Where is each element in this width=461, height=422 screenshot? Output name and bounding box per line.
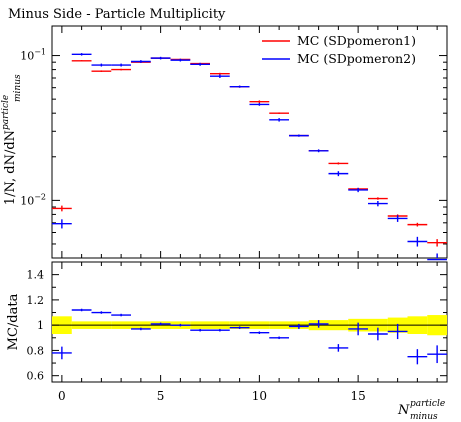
ratio-series-2-point (170, 323, 191, 327)
series-2-point (210, 74, 230, 78)
ratio-series-2-point (150, 322, 171, 326)
ratio-series-2-point (190, 328, 210, 332)
svg-text:1/N, dN/dNparticle: 1/N, dN/dNparticle (1, 95, 18, 205)
ratio-series-2-point (91, 311, 112, 314)
legend-entry-series-2: MC (SDpomeron2) (262, 51, 416, 66)
ratio-series-2-point (328, 344, 349, 352)
ratio-series-2-point (387, 323, 408, 340)
ratio-y-axis-label: MC/data (6, 293, 21, 350)
x-axis-label: N particle minus (397, 399, 445, 422)
series-1-point (407, 222, 428, 227)
series-2-point (190, 62, 210, 66)
main-y-tick-label: 10−2 (20, 192, 46, 207)
legend: MC (SDpomeron1) MC (SDpomeron2) (262, 33, 416, 66)
series-2-point (308, 149, 329, 153)
ratio-series-2-point (229, 326, 250, 329)
svg-text:MC (SDpomeron1): MC (SDpomeron1) (297, 33, 416, 48)
ratio-y-tick-label: 1 (37, 319, 44, 332)
ratio-y-tick-label: 1.2 (27, 294, 45, 307)
series-2-point (91, 63, 112, 67)
series-1-point (249, 100, 270, 104)
main-plot-series (52, 53, 447, 261)
series-2-point (289, 134, 309, 137)
series-2-point (52, 219, 72, 229)
ratio-series-2-point (289, 323, 309, 329)
ratio-series-2-point (71, 308, 92, 312)
x-tick-label: 15 (350, 389, 365, 403)
series-2-point (71, 53, 92, 56)
ratio-series-2-point (210, 328, 230, 332)
ratio-series-2-point (348, 322, 368, 336)
series-1-point (71, 60, 92, 62)
series-1-point (210, 72, 230, 75)
series-2-point (269, 118, 289, 122)
ratio-plot-series (52, 308, 447, 365)
series-2-point (427, 253, 447, 261)
series-1-point (91, 70, 112, 72)
svg-text:N: N (397, 403, 410, 418)
ratio-y-tick-label: 1.4 (27, 269, 45, 282)
series-2-point (387, 215, 408, 222)
series-1-point (269, 112, 289, 114)
legend-entry-series-1: MC (SDpomeron1) (262, 33, 416, 48)
series-1-point (328, 162, 349, 165)
series-2-point (368, 201, 388, 207)
series-2-point (111, 63, 131, 67)
main-y-axis-label: 1/N, dN/dNparticle minus (1, 74, 23, 205)
series-1-point (427, 239, 447, 247)
series-1-point (52, 205, 72, 212)
ratio-series-2-point (111, 313, 131, 317)
svg-text:minus: minus (410, 412, 438, 422)
ratio-plot-ticks: 0 5 10 15 0.6 0.8 1 1.2 1.4 (27, 262, 447, 403)
ratio-series-2-point (249, 331, 270, 334)
ratio-y-tick-label: 0.6 (27, 370, 45, 383)
x-tick-label: 5 (157, 389, 165, 403)
ratio-y-tick-label: 0.8 (27, 344, 45, 357)
ratio-series-2-point (269, 336, 289, 340)
data-uncertainty-band (52, 315, 447, 336)
svg-text:minus: minus (13, 74, 23, 102)
series-2-point (131, 60, 151, 63)
series-2-point (170, 58, 191, 62)
ratio-series-2-point (308, 320, 329, 328)
series-2-point (348, 187, 368, 193)
main-plot-ticks: 10−2 10−1 (20, 26, 447, 259)
series-2-point (328, 171, 349, 177)
ratio-series-2-point (427, 345, 447, 364)
svg-text:MC (SDpomeron2): MC (SDpomeron2) (297, 51, 416, 66)
series-1-point (111, 68, 131, 71)
series-2-point (229, 85, 250, 88)
series-1-point (368, 197, 388, 200)
x-tick-label: 10 (252, 389, 267, 403)
series-2-point (249, 103, 270, 106)
ratio-series-2-point (131, 327, 151, 331)
ratio-series-2-point (407, 349, 428, 365)
series-2-point (150, 56, 171, 60)
main-plot-frame (51, 25, 448, 259)
chart-title: Minus Side - Particle Multiplicity (8, 7, 226, 22)
ratio-series-2-point (52, 346, 72, 360)
main-y-tick-label: 10−1 (20, 48, 46, 63)
svg-text:particle: particle (410, 399, 445, 409)
x-tick-label: 0 (58, 389, 66, 403)
series-2-point (407, 236, 428, 247)
ratio-series-2-point (368, 327, 388, 341)
